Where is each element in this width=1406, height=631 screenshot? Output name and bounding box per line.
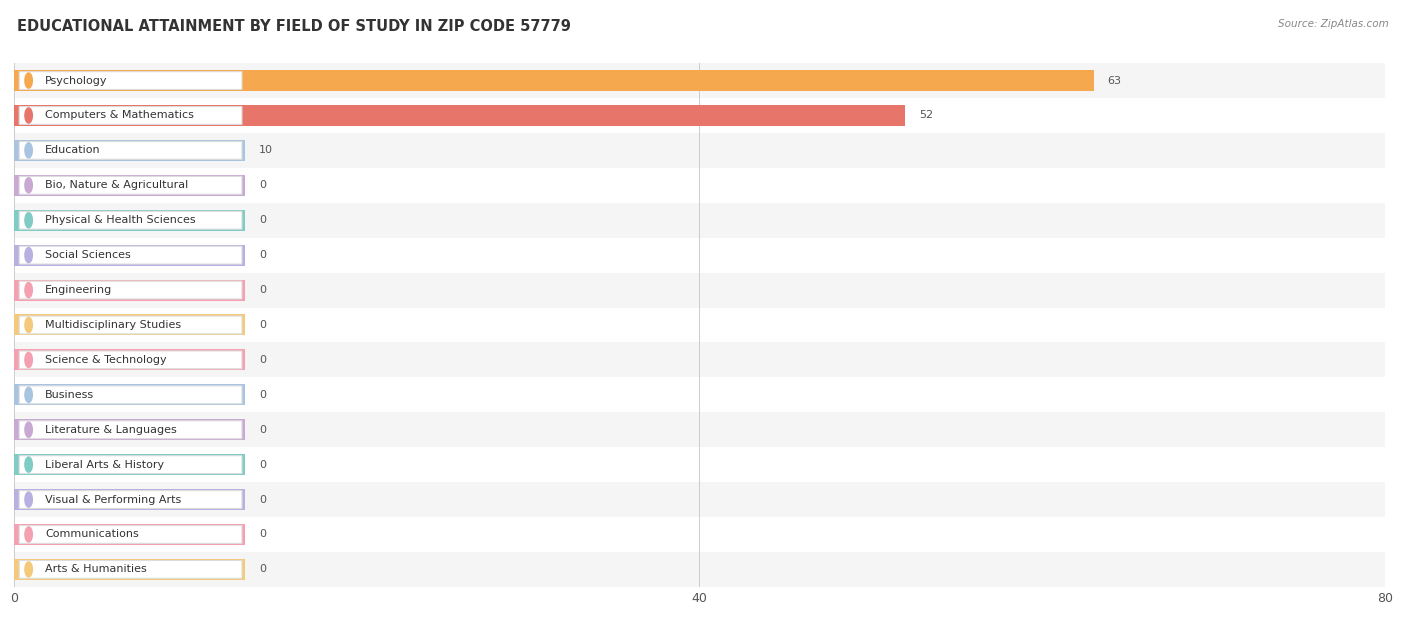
Text: Psychology: Psychology bbox=[45, 76, 107, 86]
Bar bbox=[14, 447, 1385, 482]
Bar bbox=[14, 238, 1385, 273]
Text: 0: 0 bbox=[259, 564, 266, 574]
Bar bbox=[14, 384, 246, 405]
FancyBboxPatch shape bbox=[20, 560, 242, 578]
Bar bbox=[14, 489, 246, 510]
Text: Liberal Arts & History: Liberal Arts & History bbox=[45, 459, 165, 469]
Bar bbox=[14, 559, 246, 580]
Text: Bio, Nature & Agricultural: Bio, Nature & Agricultural bbox=[45, 180, 188, 191]
Bar bbox=[14, 273, 1385, 307]
Text: 0: 0 bbox=[259, 459, 266, 469]
FancyBboxPatch shape bbox=[20, 351, 242, 369]
Circle shape bbox=[25, 352, 32, 367]
Bar bbox=[14, 524, 246, 545]
Text: Multidisciplinary Studies: Multidisciplinary Studies bbox=[45, 320, 181, 330]
FancyBboxPatch shape bbox=[20, 141, 242, 159]
Bar bbox=[14, 98, 1385, 133]
Text: 52: 52 bbox=[920, 110, 934, 121]
FancyBboxPatch shape bbox=[20, 526, 242, 543]
Circle shape bbox=[25, 527, 32, 542]
Bar bbox=[14, 419, 246, 440]
Text: Physical & Health Sciences: Physical & Health Sciences bbox=[45, 215, 195, 225]
Bar bbox=[14, 307, 1385, 343]
Text: Literature & Languages: Literature & Languages bbox=[45, 425, 177, 435]
Text: Engineering: Engineering bbox=[45, 285, 112, 295]
FancyBboxPatch shape bbox=[20, 177, 242, 194]
Bar bbox=[14, 168, 1385, 203]
Circle shape bbox=[25, 387, 32, 403]
Text: 0: 0 bbox=[259, 285, 266, 295]
Circle shape bbox=[25, 492, 32, 507]
Circle shape bbox=[25, 283, 32, 298]
Text: 0: 0 bbox=[259, 390, 266, 400]
Bar bbox=[14, 377, 1385, 412]
FancyBboxPatch shape bbox=[20, 107, 242, 124]
FancyBboxPatch shape bbox=[20, 491, 242, 509]
Text: 63: 63 bbox=[1108, 76, 1122, 86]
Bar bbox=[14, 175, 246, 196]
Text: Arts & Humanities: Arts & Humanities bbox=[45, 564, 146, 574]
Text: Education: Education bbox=[45, 145, 101, 155]
Circle shape bbox=[25, 562, 32, 577]
Text: Visual & Performing Arts: Visual & Performing Arts bbox=[45, 495, 181, 505]
Text: 0: 0 bbox=[259, 425, 266, 435]
Circle shape bbox=[25, 213, 32, 228]
Bar bbox=[14, 133, 1385, 168]
Bar bbox=[14, 209, 246, 231]
Circle shape bbox=[25, 108, 32, 123]
Bar bbox=[14, 70, 1094, 91]
Text: 0: 0 bbox=[259, 355, 266, 365]
Bar bbox=[14, 517, 1385, 552]
FancyBboxPatch shape bbox=[20, 456, 242, 473]
Circle shape bbox=[25, 422, 32, 437]
Bar bbox=[14, 105, 905, 126]
FancyBboxPatch shape bbox=[20, 281, 242, 299]
Circle shape bbox=[25, 178, 32, 193]
Circle shape bbox=[25, 73, 32, 88]
Text: 0: 0 bbox=[259, 180, 266, 191]
Bar bbox=[14, 140, 246, 161]
Bar bbox=[14, 245, 246, 266]
Text: Source: ZipAtlas.com: Source: ZipAtlas.com bbox=[1278, 19, 1389, 29]
Bar bbox=[14, 552, 1385, 587]
Text: Computers & Mathematics: Computers & Mathematics bbox=[45, 110, 194, 121]
Text: 0: 0 bbox=[259, 215, 266, 225]
FancyBboxPatch shape bbox=[20, 211, 242, 229]
FancyBboxPatch shape bbox=[20, 421, 242, 439]
Circle shape bbox=[25, 317, 32, 333]
Bar bbox=[14, 412, 1385, 447]
Text: Social Sciences: Social Sciences bbox=[45, 250, 131, 260]
Circle shape bbox=[25, 457, 32, 472]
Bar bbox=[14, 203, 1385, 238]
Text: 0: 0 bbox=[259, 529, 266, 540]
Bar bbox=[14, 280, 246, 300]
Circle shape bbox=[25, 247, 32, 262]
Bar bbox=[14, 343, 1385, 377]
Text: Business: Business bbox=[45, 390, 94, 400]
Bar bbox=[14, 350, 246, 370]
Text: 0: 0 bbox=[259, 250, 266, 260]
Bar bbox=[14, 482, 1385, 517]
Text: EDUCATIONAL ATTAINMENT BY FIELD OF STUDY IN ZIP CODE 57779: EDUCATIONAL ATTAINMENT BY FIELD OF STUDY… bbox=[17, 19, 571, 34]
Text: 0: 0 bbox=[259, 495, 266, 505]
FancyBboxPatch shape bbox=[20, 246, 242, 264]
FancyBboxPatch shape bbox=[20, 386, 242, 404]
Bar bbox=[14, 454, 246, 475]
Circle shape bbox=[25, 143, 32, 158]
FancyBboxPatch shape bbox=[20, 316, 242, 334]
Text: Science & Technology: Science & Technology bbox=[45, 355, 166, 365]
Bar bbox=[14, 314, 246, 336]
Text: 10: 10 bbox=[259, 145, 273, 155]
Text: Communications: Communications bbox=[45, 529, 139, 540]
Bar bbox=[14, 63, 1385, 98]
FancyBboxPatch shape bbox=[20, 72, 242, 90]
Text: 0: 0 bbox=[259, 320, 266, 330]
